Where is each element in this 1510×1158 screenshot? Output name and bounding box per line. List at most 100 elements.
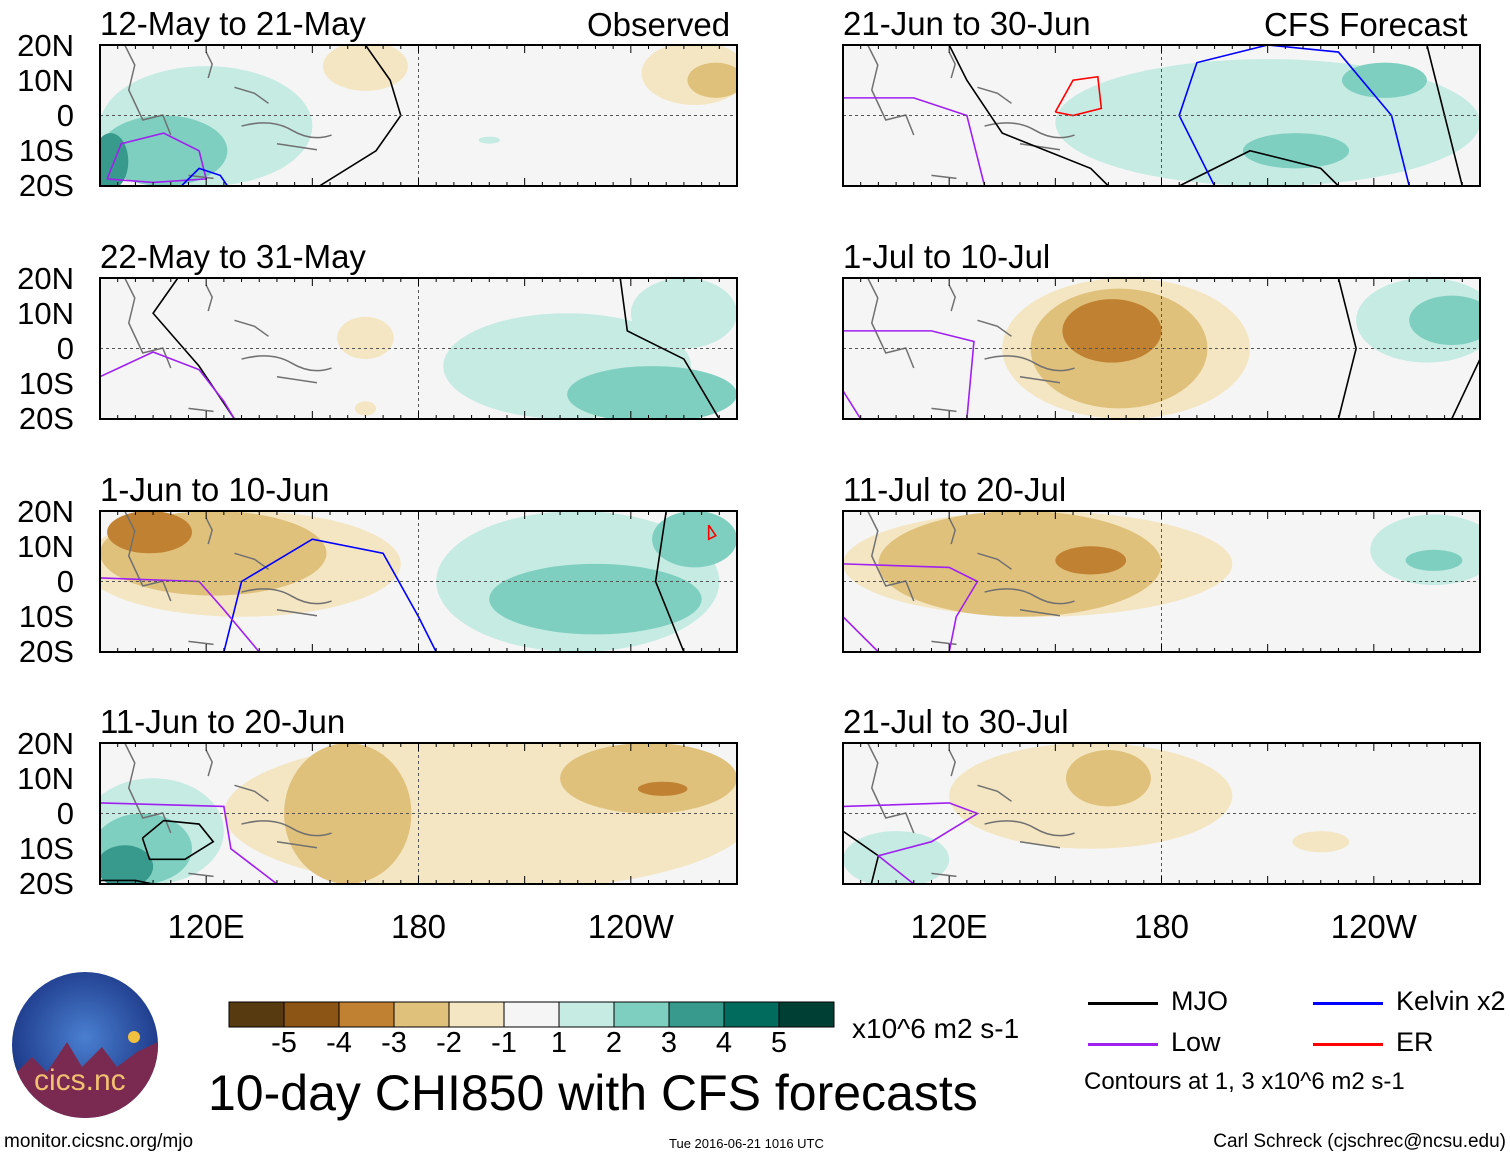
panel-title: 1-Jul to 10-Jul [843,238,1051,275]
panel-frame [842,277,1481,420]
lon-label: 180 [390,908,447,945]
lat-label: 10S [18,133,74,168]
panel-title: 11-Jun to 20-Jun [100,703,346,740]
lat-label: 20N [17,494,74,529]
panel-frame [99,44,738,187]
lat-label: 20S [18,866,74,901]
colorbar-label: 3 [660,1027,678,1059]
lat-label: 0 [56,796,74,831]
positive-anomaly-region [567,366,737,419]
contour-line [180,167,229,186]
positive-anomaly-region [1242,133,1350,169]
figure-title: 10-day CHI850 with CFS forecasts [208,1065,978,1121]
colorbar-swatch [613,1001,670,1028]
colorbar-swatch [448,1001,505,1028]
map-panel [842,44,1481,187]
map-panel [842,742,1481,885]
lat-label: 20N [17,726,74,761]
observed-label: Observed [587,6,731,43]
colorbar-swatch [668,1001,725,1028]
logo-text: cics.nc [34,1064,126,1097]
lat-label: 10N [17,63,74,98]
units-label: x10^6 m2 s-1 [852,1013,1020,1044]
map-panels [99,44,1481,885]
legend-line-mjo [1088,1002,1158,1005]
panel-title: 21-Jun to 30-Jun [843,5,1091,42]
contour-line [843,97,986,186]
colorbar-swatch [393,1001,450,1028]
positive-anomaly-region [100,115,228,186]
contour-line [843,330,975,419]
positive-anomaly-region [843,831,950,884]
negative-anomaly-region [687,62,737,98]
panel-title: 11-Jul to 20-Jul [843,471,1067,508]
lon-label: 120E [167,908,245,945]
map-panel [842,277,1481,420]
colorbar-label: -2 [436,1027,462,1059]
colorbar-swatch [283,1001,340,1028]
contour-line [100,351,236,419]
map-panel [842,510,1481,653]
panel-frame [99,277,738,420]
positive-anomaly-region [1405,549,1463,571]
forecast-label: CFS Forecast [1264,6,1468,43]
lat-label: 0 [56,98,74,133]
coastline [124,511,332,646]
colorbar-swatch [558,1001,615,1028]
legend-label: MJO [1171,986,1228,1016]
negative-anomaly-region [1065,750,1151,807]
lon-label: 120W [587,908,674,945]
contour-line [1054,75,1103,117]
coastline [124,743,332,878]
contour-line [843,616,879,652]
cics-logo: cics.nc [12,972,158,1118]
lat-label: 0 [56,331,74,366]
lat-label: 10N [17,296,74,331]
positive-anomaly-region [1341,62,1427,98]
positive-anomaly-region [652,511,737,568]
map-panel [99,742,738,885]
contour-line [619,278,720,419]
colorbar [228,1001,835,1028]
positive-anomaly-region [630,278,737,349]
negative-anomaly-region [1055,546,1127,575]
positive-anomaly-region [478,136,500,144]
coastline [124,278,332,413]
lat-label: 20S [18,401,74,436]
panel-frame [842,44,1481,187]
contour-line [100,802,278,884]
lat-label: 10N [17,761,74,796]
colorbar-swatch [778,1001,835,1028]
contour-line [1178,149,1340,186]
panel-frame [99,510,738,653]
panel-frame [842,742,1481,885]
negative-anomaly-region [560,743,737,814]
panel-title: 21-Jul to 30-Jul [843,703,1069,740]
coastline [124,45,332,180]
colorbar-swatch [338,1001,395,1028]
colorbar-label: 1 [550,1027,568,1059]
colorbar-label: -4 [326,1027,352,1059]
lon-label: 120E [910,908,988,945]
negative-anomaly-region [322,45,408,91]
lat-label: 20N [17,28,74,63]
contour-line [1337,278,1357,419]
positive-anomaly-region [100,845,154,884]
panel-title: 22-May to 31-May [100,238,366,275]
colorbar-label: 5 [770,1027,788,1059]
positive-anomaly-region [489,563,702,635]
negative-anomaly-region [107,511,193,554]
coastline [867,278,1075,413]
contour-line [707,524,717,541]
colorbar-label: -1 [491,1027,517,1059]
legend-line-er [1313,1043,1383,1046]
lat-label: 20S [18,168,74,203]
map-panel [99,277,738,420]
contour-line [100,577,260,652]
coastline [867,511,1075,646]
lon-label: 180 [1133,908,1190,945]
lat-label: 20N [17,261,74,296]
colorbar-label: 4 [715,1027,733,1059]
colorbar-label: -3 [381,1027,407,1059]
